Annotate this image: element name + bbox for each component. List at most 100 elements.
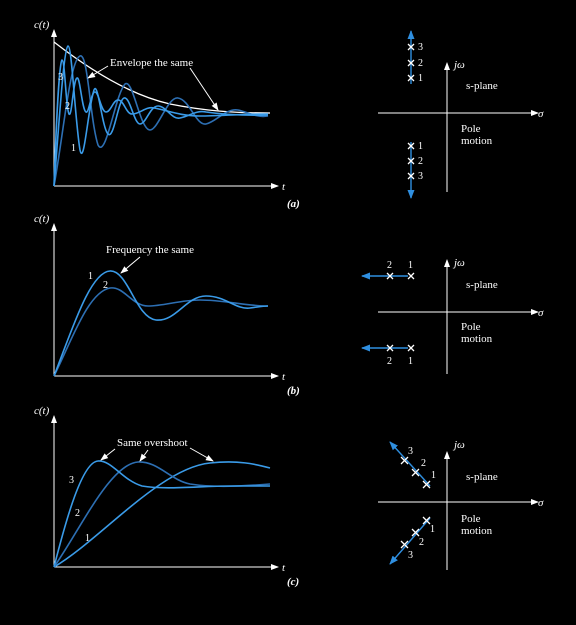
pole-label: 1 <box>430 524 435 535</box>
panel-b-splane-label: s-plane <box>466 279 498 291</box>
panel-c-caption: (c) <box>287 576 299 588</box>
pole-marker <box>400 540 409 549</box>
pole-marker <box>407 43 415 51</box>
pole-label: 3 <box>408 550 413 561</box>
pole-marker <box>422 516 431 525</box>
panel-c-pole-motion-arrow-upper <box>389 441 431 487</box>
pole-marker <box>400 456 409 465</box>
panel-c-annotation-arrow-right <box>189 447 214 462</box>
panel-b-t-label: t <box>282 371 286 383</box>
panel-b-annotation-arrow <box>120 256 141 274</box>
panel-a-annotation: Envelope the same <box>110 57 193 69</box>
pole-label: 2 <box>418 58 423 69</box>
panel-c: c(t) t 3 2 1 Same overshoot (c) jω σ s-p… <box>34 405 544 588</box>
panel-b-upper-poles: 2 1 <box>386 260 415 280</box>
pole-marker <box>407 344 415 352</box>
panel-b: c(t) t 1 2 Frequency the same (b) jω σ s… <box>34 213 544 397</box>
panel-a-jw-label: jω <box>452 59 465 71</box>
pole-marker <box>407 59 415 67</box>
pole-label: 2 <box>387 260 392 271</box>
panel-a-caption: (a) <box>287 198 300 210</box>
pole-marker <box>407 272 415 280</box>
panel-c-annotation-arrow-mid <box>139 449 149 462</box>
panel-c-curve-3 <box>53 460 270 568</box>
panel-c-sigma-label: σ <box>538 497 544 509</box>
pole-marker <box>411 468 420 477</box>
panel-c-annotation-arrow-left <box>100 448 116 461</box>
panel-a-upper-poles: 3 2 1 <box>407 42 423 84</box>
pole-marker <box>407 74 415 82</box>
panel-a-pole-motion-line2: motion <box>461 135 493 147</box>
pole-marker <box>411 528 420 537</box>
panel-c-s-plane: jω σ s-plane Pole motion 3 2 1 1 2 3 <box>378 439 544 570</box>
panel-c-upper-poles: 3 2 1 <box>400 446 436 489</box>
pole-marker <box>386 344 394 352</box>
panel-b-pole-motion-line1: Pole <box>461 321 481 333</box>
panel-a-annotation-arrow-right <box>189 67 219 111</box>
panel-c-pole-motion-arrow-lower <box>389 517 431 565</box>
panel-b-pole-motion-line2: motion <box>461 333 493 345</box>
panel-c-pole-motion-line2: motion <box>461 525 493 537</box>
pole-label: 1 <box>418 141 423 152</box>
panel-a-curve-1 <box>53 55 269 187</box>
panel-c-pole-motion-line1: Pole <box>461 513 481 525</box>
panel-c-step-plot: c(t) t 3 2 1 Same overshoot (c) <box>34 405 299 588</box>
panel-b-curve-label-2: 2 <box>103 280 108 291</box>
pole-label: 3 <box>418 42 423 53</box>
panel-b-curve-2 <box>53 287 269 377</box>
panel-b-step-plot: c(t) t 1 2 Frequency the same (b) <box>34 213 300 397</box>
panel-b-y-label: c(t) <box>34 213 50 225</box>
panel-a-s-plane: jω σ s-plane Pole motion 3 2 1 1 2 3 <box>378 30 544 199</box>
pole-label: 3 <box>408 446 413 457</box>
panel-a: c(t) t 3 2 1 Envelope the same (a) jω σ … <box>34 19 544 210</box>
panel-c-curve-label-3: 3 <box>69 475 74 486</box>
panel-c-splane-label: s-plane <box>466 471 498 483</box>
panel-c-y-label: c(t) <box>34 405 50 417</box>
panel-a-lower-poles: 1 2 3 <box>407 141 423 182</box>
pole-marker <box>386 272 394 280</box>
panel-a-annotation-arrow-left <box>87 65 109 79</box>
panel-a-splane-label: s-plane <box>466 80 498 92</box>
pole-marker <box>407 142 415 150</box>
pole-label: 2 <box>418 156 423 167</box>
pole-label: 2 <box>387 356 392 367</box>
pole-label: 1 <box>431 470 436 481</box>
panel-a-pole-motion-line1: Pole <box>461 123 481 135</box>
panel-c-t-label: t <box>282 562 286 574</box>
panel-a-envelope <box>53 41 271 114</box>
pole-marker <box>422 480 431 489</box>
panel-c-annotation: Same overshoot <box>117 437 188 449</box>
panel-b-jw-label: jω <box>452 257 465 269</box>
pole-marker <box>407 157 415 165</box>
panel-b-curve-1 <box>53 270 269 377</box>
panel-c-curve-label-1: 1 <box>85 533 90 544</box>
pole-label: 2 <box>421 458 426 469</box>
pole-label: 1 <box>408 356 413 367</box>
panel-c-curve-2 <box>53 461 271 568</box>
panel-a-sigma-label: σ <box>538 108 544 120</box>
panel-a-curve-2 <box>53 45 269 187</box>
panel-c-curve-label-2: 2 <box>75 508 80 519</box>
panel-a-y-label: c(t) <box>34 19 50 31</box>
pole-label: 1 <box>418 73 423 84</box>
panel-b-s-plane: jω σ s-plane Pole motion 2 1 2 1 <box>361 257 544 374</box>
panel-c-curve-1 <box>53 461 271 568</box>
panel-a-t-label: t <box>282 181 286 193</box>
panel-b-caption: (b) <box>287 385 300 397</box>
panel-a-curve-label-1: 1 <box>71 143 76 154</box>
panel-b-annotation: Frequency the same <box>106 244 194 256</box>
panel-c-jw-label: jω <box>452 439 465 451</box>
pole-label: 3 <box>418 171 423 182</box>
panel-b-lower-poles: 2 1 <box>386 344 415 367</box>
panel-a-curve-label-3: 3 <box>58 72 63 83</box>
panel-b-sigma-label: σ <box>538 307 544 319</box>
panel-a-curve-3 <box>53 59 269 187</box>
pole-marker <box>407 172 415 180</box>
pole-label: 1 <box>408 260 413 271</box>
panel-b-curve-label-1: 1 <box>88 271 93 282</box>
panel-a-curve-label-2: 2 <box>65 101 70 112</box>
panel-c-lower-poles: 1 2 3 <box>400 516 435 561</box>
panel-a-step-plot: c(t) t 3 2 1 Envelope the same (a) <box>34 19 300 210</box>
pole-label: 2 <box>419 537 424 548</box>
